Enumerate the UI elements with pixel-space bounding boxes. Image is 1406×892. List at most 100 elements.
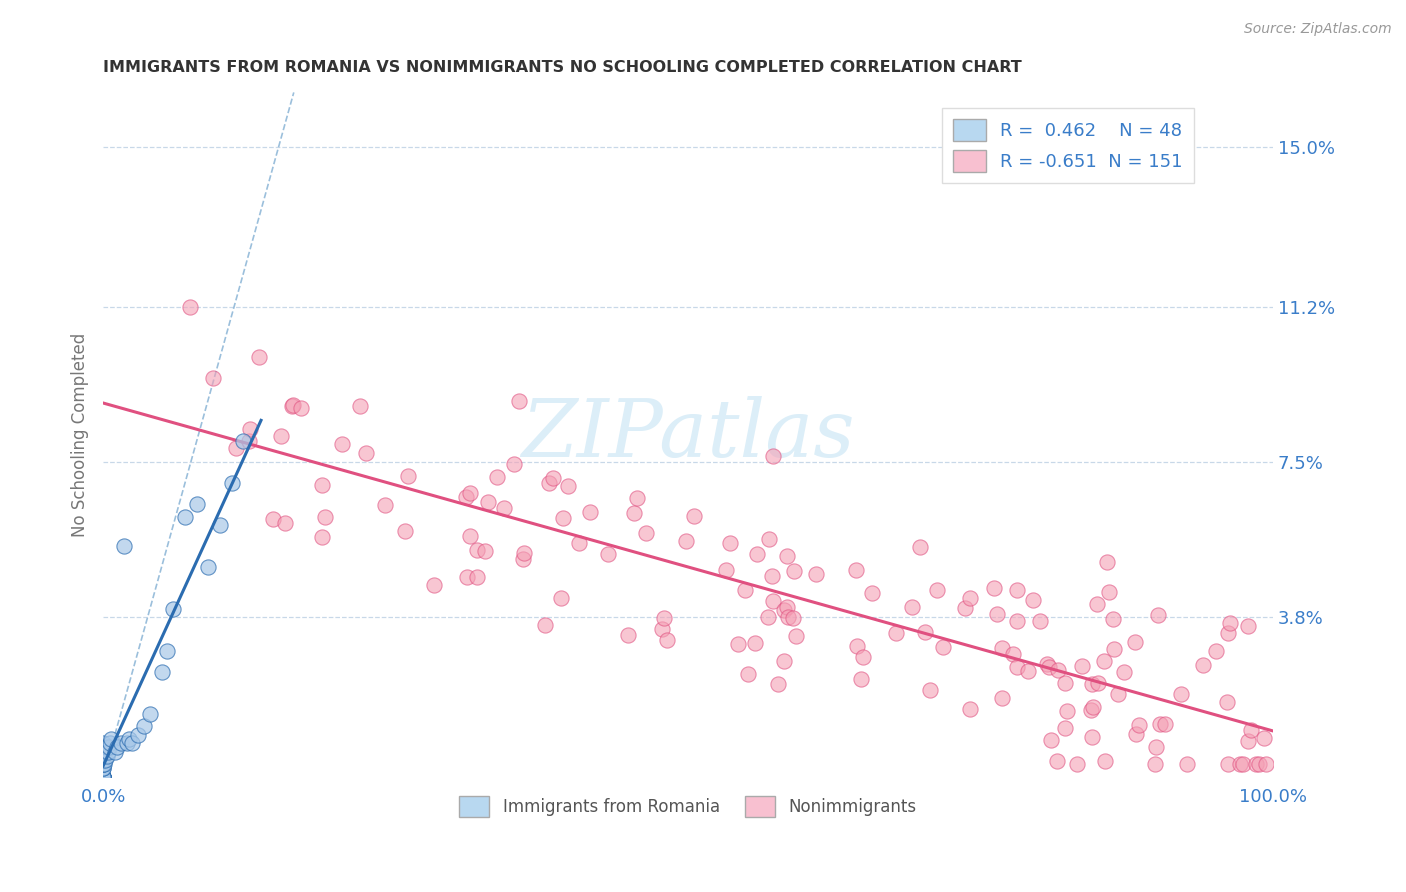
Point (534, 618, 557, 632)
Point (1219, 616, 1241, 631)
Point (1256, 757, 1278, 772)
Point (97, 745, 120, 759)
Point (91, 745, 114, 759)
Point (132, 719, 155, 733)
Point (761, 450, 783, 464)
Point (782, 610, 804, 624)
Point (1087, 675, 1109, 690)
Point (652, 611, 675, 625)
Point (1236, 734, 1258, 748)
Point (1249, 757, 1271, 772)
Point (179, 300, 201, 314)
Point (1029, 614, 1052, 628)
Point (311, 478, 333, 492)
Point (456, 569, 478, 583)
Point (901, 600, 924, 615)
Point (1053, 721, 1076, 735)
Point (91, 770, 114, 784)
Point (550, 591, 572, 606)
Point (734, 583, 756, 598)
Point (91, 745, 114, 759)
Point (634, 525, 657, 540)
Point (1081, 677, 1104, 691)
Point (91, 748, 114, 763)
Point (512, 551, 534, 566)
Point (465, 570, 488, 584)
Point (851, 649, 873, 664)
Point (1104, 641, 1126, 656)
Point (991, 641, 1014, 656)
Point (886, 625, 908, 640)
Point (1046, 754, 1069, 768)
Point (225, 442, 247, 456)
Point (1107, 687, 1129, 701)
Point (845, 639, 868, 653)
Point (314, 510, 336, 524)
Point (1021, 593, 1043, 607)
Point (756, 610, 779, 624)
Point (394, 524, 416, 538)
Point (112, 539, 135, 553)
Point (1053, 676, 1076, 690)
Point (93, 757, 115, 772)
Point (494, 500, 516, 515)
Text: IMMIGRANTS FROM ROMANIA VS NONIMMIGRANTS NO SCHOOLING COMPLETED CORRELATION CHAR: IMMIGRANTS FROM ROMANIA VS NONIMMIGRANTS… (103, 60, 1022, 75)
Point (262, 512, 284, 526)
Point (683, 509, 706, 524)
Point (1038, 660, 1060, 674)
Point (197, 560, 219, 574)
Point (983, 581, 1005, 595)
Point (778, 610, 800, 624)
Point (290, 401, 312, 415)
Point (105, 740, 128, 755)
Point (221, 475, 243, 490)
Point (91, 740, 114, 755)
Point (761, 569, 783, 583)
Point (616, 627, 638, 641)
Point (737, 667, 759, 681)
Point (623, 506, 645, 520)
Point (485, 470, 508, 484)
Point (1192, 658, 1215, 673)
Point (94, 745, 117, 759)
Point (209, 517, 232, 532)
Point (860, 585, 883, 599)
Point (1039, 733, 1062, 747)
Point (91, 770, 114, 784)
Point (1205, 644, 1227, 658)
Point (100, 732, 122, 747)
Point (513, 546, 536, 560)
Point (311, 530, 333, 544)
Point (657, 633, 679, 648)
Text: Source: ZipAtlas.com: Source: ZipAtlas.com (1244, 22, 1392, 37)
Point (91, 770, 114, 784)
Point (959, 591, 981, 606)
Legend: Immigrants from Romania, Nonimmigrants: Immigrants from Romania, Nonimmigrants (453, 789, 924, 823)
Point (127, 728, 149, 742)
Point (1081, 730, 1104, 744)
Point (121, 736, 143, 750)
Point (201, 371, 224, 385)
Point (330, 437, 353, 451)
Text: ZIPatlas: ZIPatlas (522, 396, 855, 474)
Point (91, 753, 114, 767)
Point (1216, 626, 1239, 640)
Point (460, 529, 482, 543)
Point (91, 770, 114, 784)
Point (1146, 739, 1168, 754)
Point (1056, 704, 1078, 718)
Point (477, 494, 499, 508)
Point (1005, 614, 1028, 628)
Point (115, 736, 138, 750)
Point (349, 399, 371, 413)
Point (150, 665, 173, 679)
Point (675, 534, 697, 549)
Point (270, 429, 292, 443)
Point (718, 536, 741, 550)
Point (1102, 612, 1125, 626)
Point (1123, 635, 1146, 649)
Point (626, 491, 648, 505)
Point (239, 422, 262, 436)
Point (1237, 619, 1260, 633)
Point (238, 434, 260, 448)
